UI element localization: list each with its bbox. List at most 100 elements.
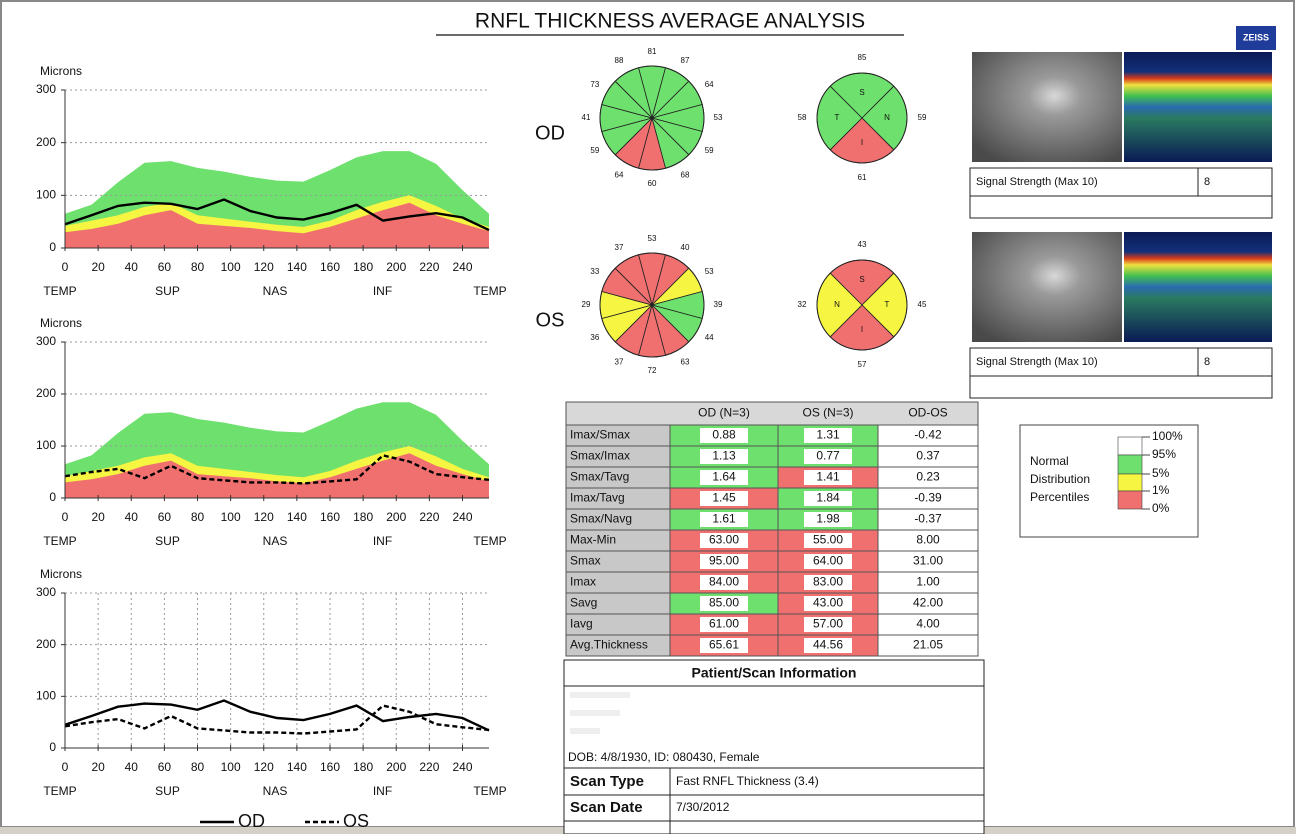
x-tick-label: 140 — [287, 510, 307, 524]
table-value: 31.00 — [913, 554, 943, 568]
x-tick-label: 40 — [125, 510, 139, 524]
table-value: 1.98 — [816, 512, 840, 526]
clock-value: 44 — [705, 333, 714, 342]
clock-value: 29 — [582, 300, 591, 309]
row-label: Smax/Imax — [570, 449, 630, 463]
y-tick-label: 200 — [36, 135, 56, 149]
x-tick-label: 80 — [191, 510, 205, 524]
clock-value: 39 — [714, 300, 723, 309]
legend-level: 5% — [1152, 466, 1170, 480]
table-value: 1.41 — [816, 470, 840, 484]
clock-value: 36 — [590, 333, 599, 342]
field-name: Scan Date — [570, 799, 643, 816]
x-tick-label: 240 — [452, 760, 472, 774]
region-label: TEMP — [473, 534, 506, 548]
table-value: 0.23 — [916, 470, 940, 484]
clock-value: 81 — [648, 47, 657, 56]
table-value: 4.00 — [916, 617, 940, 631]
report: RNFL THICKNESS AVERAGE ANALYSIS ZEISS Pa… — [0, 0, 1296, 834]
region-label: SUP — [155, 784, 180, 798]
y-tick-label: 0 — [49, 490, 56, 504]
y-tick-label: 300 — [36, 82, 56, 96]
table-value: 57.00 — [813, 617, 843, 631]
patient-dob: DOB: 4/8/1930, ID: 080430, Female — [568, 750, 760, 764]
clock-value: 68 — [681, 170, 690, 179]
region-label: NAS — [263, 784, 288, 798]
table-value: -0.39 — [914, 491, 942, 505]
field-value: Fast RNFL Thickness (3.4) — [676, 774, 819, 788]
y-tick-label: 100 — [36, 438, 56, 452]
table-value: 44.56 — [813, 638, 843, 652]
region-label: NAS — [263, 284, 288, 298]
table-value: 21.05 — [913, 638, 943, 652]
field-value: 7/30/2012 — [676, 800, 730, 814]
row-label: Savg — [570, 596, 597, 610]
table-value: 64.00 — [813, 554, 843, 568]
oct-image — [1124, 52, 1272, 162]
x-tick-label: 40 — [125, 260, 139, 274]
y-tick-label: 100 — [36, 188, 56, 202]
clock-value: 53 — [714, 113, 723, 122]
x-tick-label: 0 — [62, 760, 69, 774]
x-tick-label: 180 — [353, 760, 373, 774]
region-label: SUP — [155, 284, 180, 298]
x-tick-label: 160 — [320, 510, 340, 524]
clock-value: 72 — [648, 366, 657, 375]
clock-value: 60 — [648, 179, 657, 188]
table-value: 1.45 — [712, 491, 736, 505]
y-axis-label: Microns — [40, 567, 82, 581]
signal-label: Signal Strength (Max 10) — [976, 176, 1098, 188]
quadrant-value: 32 — [798, 300, 807, 309]
row-label: Imax — [570, 575, 596, 589]
y-tick-label: 300 — [36, 334, 56, 348]
x-tick-label: 60 — [158, 760, 172, 774]
x-tick-label: 140 — [287, 260, 307, 274]
quadrant-letter: N — [884, 113, 890, 122]
signal-box — [970, 196, 1272, 218]
quadrant-value: 45 — [918, 300, 927, 309]
quadrant-letter: I — [861, 138, 863, 147]
region-label: NAS — [263, 534, 288, 548]
legend-level: 0% — [1152, 501, 1170, 515]
patient-title: Patient/Scan Information — [692, 665, 857, 681]
x-tick-label: 200 — [386, 510, 406, 524]
legend-color — [1118, 491, 1142, 509]
x-tick-label: 40 — [125, 760, 139, 774]
y-tick-label: 0 — [49, 740, 56, 754]
row-label: Max-Min — [570, 533, 616, 547]
table-value: 0.37 — [916, 449, 940, 463]
table-value: 43.00 — [813, 596, 843, 610]
eye-label: OS — [536, 309, 565, 331]
region-label: TEMP — [43, 784, 76, 798]
table-column-header: OS (N=3) — [802, 406, 853, 420]
table-value: 85.00 — [709, 596, 739, 610]
quadrant-value: 85 — [858, 53, 867, 62]
title: RNFL THICKNESS AVERAGE ANALYSIS — [475, 10, 865, 33]
x-tick-label: 180 — [353, 260, 373, 274]
x-tick-label: 240 — [452, 510, 472, 524]
legend-title: Distribution — [1030, 472, 1090, 486]
row-label: Smax/Navg — [570, 512, 632, 526]
x-tick-label: 60 — [158, 260, 172, 274]
region-label: TEMP — [473, 284, 506, 298]
quadrant-letter: T — [885, 300, 890, 309]
signal-value: 8 — [1204, 356, 1210, 368]
y-tick-label: 0 — [49, 240, 56, 254]
region-label: TEMP — [43, 284, 76, 298]
x-tick-label: 220 — [419, 760, 439, 774]
clock-value: 40 — [681, 243, 690, 252]
table-value: 65.61 — [709, 638, 739, 652]
clock-value: 59 — [705, 146, 714, 155]
region-label: INF — [373, 534, 392, 548]
y-tick-label: 200 — [36, 386, 56, 400]
clock-value: 41 — [582, 113, 591, 122]
legend-label: OD — [238, 811, 265, 831]
legend-color — [1118, 474, 1142, 491]
x-tick-label: 120 — [254, 510, 274, 524]
table-value: 1.13 — [712, 449, 736, 463]
table-value: 95.00 — [709, 554, 739, 568]
x-tick-label: 240 — [452, 260, 472, 274]
x-tick-label: 100 — [221, 260, 241, 274]
clock-value: 88 — [615, 56, 624, 65]
region-label: TEMP — [473, 784, 506, 798]
